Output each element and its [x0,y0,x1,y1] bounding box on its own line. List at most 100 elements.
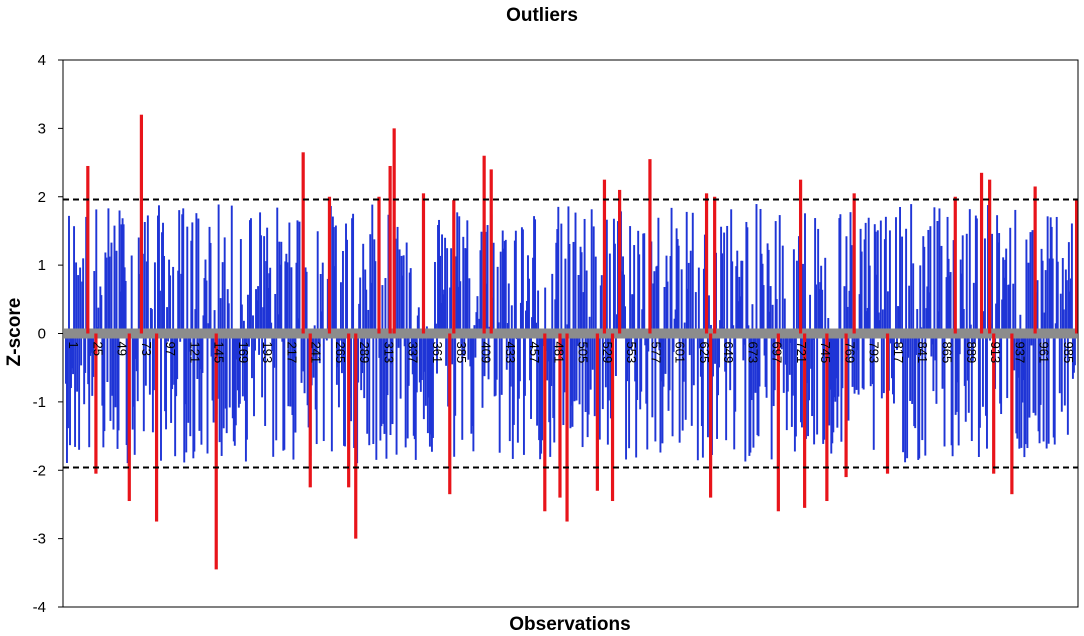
observation-bar [962,309,965,334]
observation-bar [84,333,87,373]
observation-bar [297,318,300,334]
observation-bar [1030,333,1033,346]
observation-bar [124,280,127,334]
observation-bar [520,227,523,334]
observation-bar [263,236,266,334]
observation-bar [809,294,812,334]
observation-bar [205,280,208,334]
observation-bar [499,251,502,334]
observation-bar [470,333,473,434]
observation-bar [375,333,378,460]
outlier-bar [482,155,486,334]
observation-bar [742,333,745,361]
observation-bar [1020,333,1023,448]
x-tick-label: 817 [891,342,906,364]
observation-bar [698,333,701,349]
observation-bar [226,289,229,334]
observation-bar [87,333,90,385]
x-tick-label: 841 [915,342,930,364]
observation-bar [417,307,420,334]
observation-bar [304,267,307,334]
outlier-bar [825,333,829,502]
observation-bar [1005,248,1008,334]
observation-bar [755,204,758,334]
observation-bar [752,333,755,448]
observation-bar [91,333,94,396]
observation-bar [806,333,808,384]
x-tick-label: 529 [600,342,615,364]
observation-bar [729,333,732,391]
observation-bar [419,333,422,392]
observation-bar [187,333,190,423]
observation-bar [298,221,301,334]
observation-bar [1013,333,1016,371]
observation-bar [895,217,897,334]
observation-bar [478,318,481,334]
observation-bar [508,333,511,442]
observation-bar [107,208,110,334]
observation-bar [1056,261,1059,334]
observation-bar [443,289,446,334]
observation-bar [735,266,738,334]
x-tick-label: 217 [284,342,299,364]
observation-bar [405,242,408,334]
observation-bar [1018,333,1021,449]
x-tick-label: 25 [90,342,105,356]
observation-bar [201,333,204,373]
x-tick-label: 49 [115,342,130,356]
observation-bar [670,207,673,334]
observation-bar [468,278,471,334]
x-tick-label: 313 [381,342,396,364]
observation-bar [814,218,817,334]
outlier-bar [713,196,717,334]
observation-bar [422,333,425,420]
observation-bar [818,289,821,334]
observation-bar [786,333,789,392]
observation-bar [1022,333,1025,381]
observation-bar [846,306,849,334]
plot-frame [62,59,1079,608]
observation-bar [1042,333,1045,442]
observation-bar [850,245,853,334]
observation-bar [280,241,283,334]
observation-bar [505,333,508,370]
observation-bar [590,209,593,334]
observation-bar [897,306,899,334]
observation-bar [936,220,939,334]
observation-bar [717,333,720,396]
observation-bar [781,245,784,334]
observation-bar [598,333,601,440]
observation-bar [74,333,77,447]
observation-bar [866,307,869,334]
observation-bar [628,333,631,449]
observation-bar [799,333,802,423]
observation-bar [810,333,813,369]
observation-bar [576,333,579,346]
observation-bar [334,225,337,334]
observation-bar [239,239,242,334]
observation-bar [1061,258,1064,334]
observation-bar [560,223,563,334]
observation-bar [502,248,505,334]
observation-bar [382,333,385,424]
outlier-bar [127,333,131,502]
observation-bar [307,333,310,428]
observation-bar [342,250,344,334]
observation-bar [874,231,877,334]
observation-bar [130,255,133,334]
observation-bar [464,248,467,334]
observation-bar [821,289,824,334]
observation-bar [192,333,195,459]
x-tick-label: 73 [139,342,154,356]
observation-bar [697,267,700,334]
observation-bar [259,212,262,334]
observation-bar [134,333,137,359]
observation-bar [185,333,188,453]
observation-bar [521,229,524,334]
observation-bar [471,333,474,426]
outlier-bar [388,165,392,334]
observation-bar [587,333,590,415]
observation-bar [871,333,874,385]
observation-bar [397,333,400,348]
observation-bar [211,333,214,401]
